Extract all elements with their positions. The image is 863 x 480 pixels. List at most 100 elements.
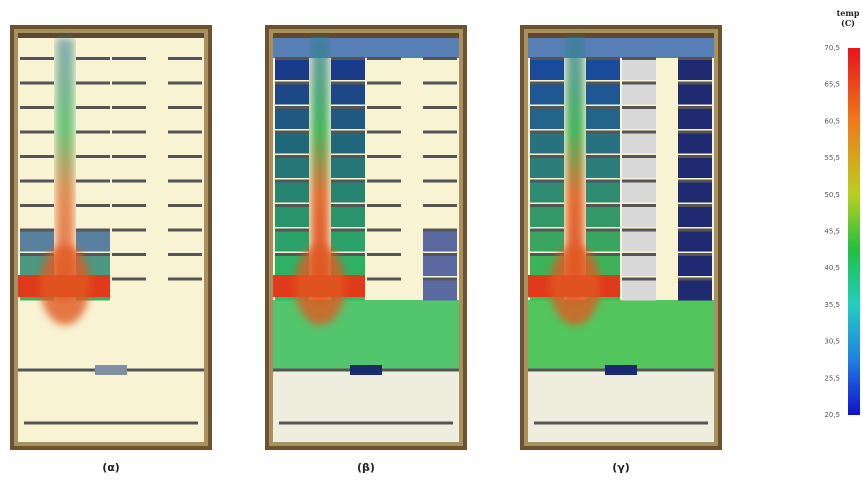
slot-flow — [423, 254, 457, 276]
shelf — [112, 155, 146, 158]
shelf — [331, 82, 365, 85]
shelf — [622, 229, 656, 232]
shelf — [678, 204, 712, 207]
shelf — [275, 204, 309, 207]
slot-flow — [586, 132, 620, 154]
shelf — [678, 106, 712, 109]
shelf — [423, 278, 457, 281]
slot-flow — [530, 107, 564, 129]
shelf — [367, 57, 401, 60]
shelf — [20, 204, 54, 207]
shelf — [76, 204, 110, 207]
panel-label: (α) — [102, 461, 120, 474]
shelf — [275, 229, 309, 232]
shelf — [678, 229, 712, 232]
slot-flow — [331, 205, 365, 227]
shelf — [367, 253, 401, 256]
slot-flow — [586, 181, 620, 203]
shelf — [586, 82, 620, 85]
slot-flow — [586, 83, 620, 105]
shelf — [275, 180, 309, 183]
shelf — [530, 204, 564, 207]
shelf — [331, 57, 365, 60]
shelf — [112, 131, 146, 134]
shelf — [331, 106, 365, 109]
shelf — [622, 131, 656, 134]
slot-flow — [530, 181, 564, 203]
slot-flow — [622, 107, 656, 129]
shelf — [678, 180, 712, 183]
shelf — [168, 106, 202, 109]
shelf — [76, 155, 110, 158]
slot-flow — [586, 230, 620, 252]
shelf — [168, 57, 202, 60]
shelf — [622, 253, 656, 256]
shelf — [112, 278, 146, 281]
shelf — [678, 131, 712, 134]
hot-plume — [40, 245, 90, 325]
slot-flow — [622, 132, 656, 154]
colorbar-tick-label: 35,5 — [824, 301, 840, 309]
shelf — [622, 180, 656, 183]
floor-chamber — [18, 370, 204, 442]
top-bar — [18, 33, 204, 38]
slot-flow — [275, 58, 309, 80]
slot-flow — [678, 230, 712, 252]
shelf — [622, 82, 656, 85]
shelf — [168, 253, 202, 256]
slot-flow — [331, 107, 365, 129]
shelf — [112, 180, 146, 183]
shelf — [112, 82, 146, 85]
shelf — [423, 131, 457, 134]
shelf — [530, 106, 564, 109]
slot-flow — [275, 83, 309, 105]
shelf — [112, 57, 146, 60]
colorbar-tick-label: 30,5 — [824, 338, 840, 346]
slot-flow — [530, 58, 564, 80]
slot-flow — [678, 132, 712, 154]
simulation-panel: (α) — [10, 25, 212, 474]
shelf — [168, 82, 202, 85]
colorbar-tick-label: 50,5 — [824, 191, 840, 199]
top-flow — [528, 38, 714, 58]
shelf — [20, 180, 54, 183]
shelf — [586, 229, 620, 232]
slot-flow — [275, 132, 309, 154]
shelf — [586, 57, 620, 60]
shelf — [76, 131, 110, 134]
colorbar-tick-label: 70,5 — [824, 44, 840, 52]
slot-flow — [275, 107, 309, 129]
shelf — [112, 229, 146, 232]
shelf — [275, 57, 309, 60]
simulation-panel: (γ) — [520, 25, 722, 474]
colorbar-title: temp — [837, 8, 860, 18]
shelf — [275, 106, 309, 109]
shelf — [530, 131, 564, 134]
shelf — [530, 180, 564, 183]
slot-flow — [622, 230, 656, 252]
shelf — [367, 278, 401, 281]
shelf — [20, 229, 54, 232]
colorbar — [848, 48, 860, 415]
shelf — [168, 229, 202, 232]
slot-flow — [678, 279, 712, 301]
slot-flow — [275, 230, 309, 252]
top-flow — [273, 38, 459, 58]
shelf — [275, 82, 309, 85]
shelf — [530, 155, 564, 158]
slot-flow — [622, 254, 656, 276]
slot-flow — [76, 230, 110, 252]
slot-flow — [622, 156, 656, 178]
shelf — [367, 155, 401, 158]
shelf — [20, 155, 54, 158]
shelf — [275, 155, 309, 158]
vent — [95, 365, 127, 375]
shelf — [586, 204, 620, 207]
panel-label: (β) — [357, 461, 375, 474]
shelf — [423, 82, 457, 85]
shelf — [530, 57, 564, 60]
floor-chamber — [528, 370, 714, 442]
shelf — [586, 131, 620, 134]
slot-flow — [622, 205, 656, 227]
slot-flow — [275, 205, 309, 227]
